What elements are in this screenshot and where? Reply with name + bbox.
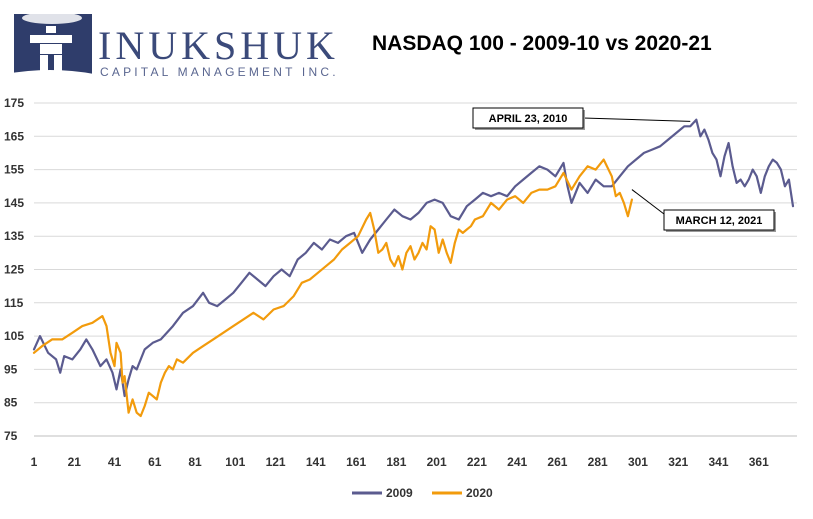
x-tick-label: 281 xyxy=(588,455,608,469)
x-tick-label: 161 xyxy=(346,455,366,469)
logo-ground-swoosh xyxy=(6,70,94,78)
annotation-leader xyxy=(631,189,665,215)
y-tick-label: 115 xyxy=(4,296,24,310)
y-tick-label: 105 xyxy=(4,329,24,343)
annotation-box xyxy=(472,107,584,129)
x-tick-label: 201 xyxy=(427,455,447,469)
annotation-label: APRIL 23, 2010 xyxy=(489,113,568,125)
x-tick-label: 321 xyxy=(668,455,688,469)
series-lines xyxy=(32,118,795,418)
series-line-2020 xyxy=(32,158,634,418)
x-tick-label: 301 xyxy=(628,455,648,469)
x-tick-label: 61 xyxy=(148,455,162,469)
y-tick-label: 155 xyxy=(4,163,24,177)
y-tick-label: 175 xyxy=(4,96,24,110)
x-tick-label: 361 xyxy=(749,455,769,469)
annotation-leader xyxy=(582,117,691,122)
x-tick-label: 341 xyxy=(708,455,728,469)
logo-stone-body xyxy=(40,44,62,54)
inukshuk-logo-mark xyxy=(6,12,94,78)
y-tick-label: 145 xyxy=(4,196,24,210)
annotations: APRIL 23, 2010 MARCH 12, 2021 xyxy=(472,107,776,232)
y-tick-label: 135 xyxy=(4,229,24,243)
annotation-label: MARCH 12, 2021 xyxy=(676,215,763,227)
logo-stone-head xyxy=(46,26,56,33)
x-axis-ticks: 1 21 41 61 81 101 121 141 161 181 201 221 241 261 281 3… xyxy=(31,455,769,469)
y-tick-label: 75 xyxy=(4,429,18,443)
logo-tagline: CAPITAL MANAGEMENT INC. xyxy=(100,65,339,79)
y-axis-ticks: 75 85 95 105 115 125 135 145 155 165 175 xyxy=(4,96,24,443)
legend-label-2009: 2009 xyxy=(386,486,413,500)
legend: 2009 2020 xyxy=(352,486,493,500)
x-tick-label: 1 xyxy=(31,455,38,469)
gridlines xyxy=(34,102,797,437)
x-tick-label: 241 xyxy=(507,455,527,469)
logo-wordmark: INUKSHUK xyxy=(98,23,339,68)
y-tick-label: 95 xyxy=(4,362,18,376)
x-tick-label: 221 xyxy=(467,455,487,469)
x-tick-label: 21 xyxy=(68,455,82,469)
logo-stone-leg-right xyxy=(54,55,62,71)
x-tick-label: 101 xyxy=(225,455,245,469)
y-tick-label: 85 xyxy=(4,396,18,410)
x-tick-label: 121 xyxy=(266,455,286,469)
x-tick-label: 261 xyxy=(547,455,567,469)
logo-sky-arc xyxy=(22,12,82,24)
y-tick-label: 165 xyxy=(4,129,24,143)
inukshuk-logo: INUKSHUK CAPITAL MANAGEMENT INC. xyxy=(6,8,346,78)
series-line-2009 xyxy=(32,118,795,398)
x-tick-label: 41 xyxy=(108,455,122,469)
x-tick-label: 181 xyxy=(386,455,406,469)
legend-label-2020: 2020 xyxy=(466,486,493,500)
x-tick-label: 141 xyxy=(306,455,326,469)
annotation-box xyxy=(663,209,775,231)
y-tick-label: 125 xyxy=(4,263,24,277)
chart-title: NASDAQ 100 - 2009-10 vs 2020-21 xyxy=(372,32,712,55)
logo-stone-arms xyxy=(30,35,72,43)
x-tick-label: 81 xyxy=(188,455,202,469)
logo-stone-leg-left xyxy=(40,55,48,71)
